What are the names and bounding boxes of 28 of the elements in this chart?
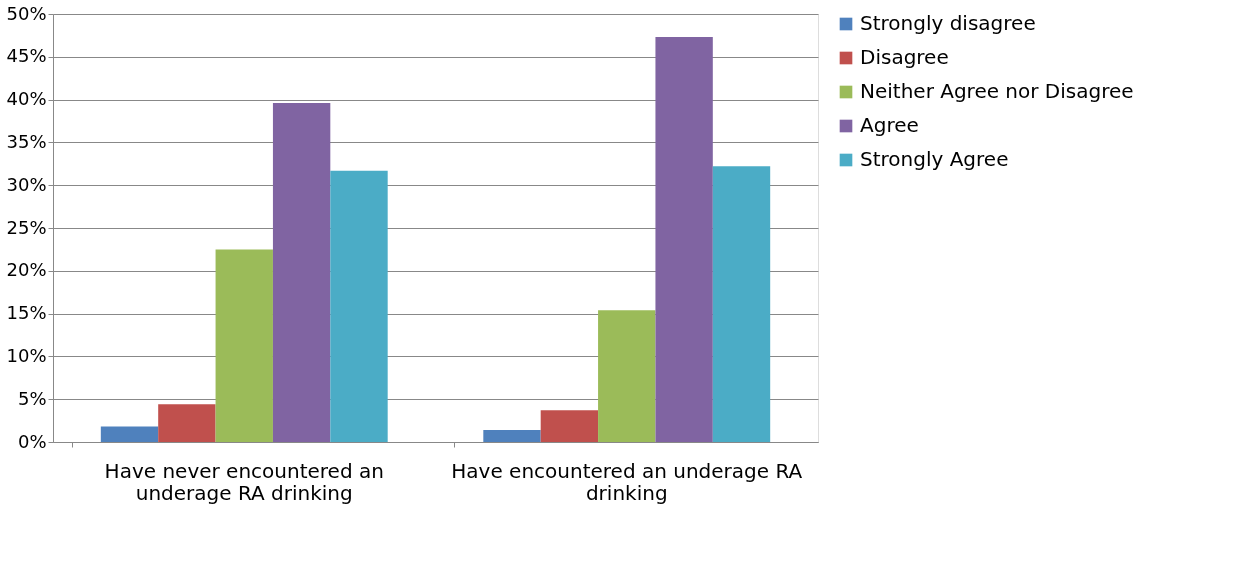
legend-label: Disagree [860, 45, 949, 69]
y-tick-label: 35% [6, 130, 47, 152]
bar [483, 430, 541, 442]
bar [158, 404, 216, 442]
y-tick-label: 50% [6, 2, 47, 24]
y-tick-label: 0% [17, 430, 47, 452]
bar [598, 310, 656, 442]
x-tick-label: Have never encountered an underage RA drinking [104, 458, 384, 505]
y-tick-label: 10% [6, 344, 47, 366]
y-tick-label: 30% [6, 173, 47, 195]
legend-label: Strongly Agree [860, 147, 1009, 171]
legend-label: Strongly disagree [860, 11, 1036, 35]
y-tick-label: 25% [6, 216, 47, 238]
bar [655, 37, 713, 442]
y-tick-label: 40% [6, 88, 47, 110]
y-tick-label: 5% [17, 387, 47, 409]
bar [215, 249, 273, 442]
bar [272, 103, 331, 442]
y-tick-label: 20% [6, 259, 47, 281]
bar [712, 166, 771, 442]
legend-label: Neither Agree nor Disagree [860, 79, 1134, 103]
y-tick-label: 15% [6, 302, 47, 324]
legend-label: Agree [860, 113, 919, 137]
bar [540, 410, 599, 442]
x-tick-label: Have encountered an underage RA drinking [451, 458, 803, 505]
bar [330, 170, 388, 442]
bar [100, 426, 159, 442]
y-tick-label: 45% [6, 45, 47, 67]
